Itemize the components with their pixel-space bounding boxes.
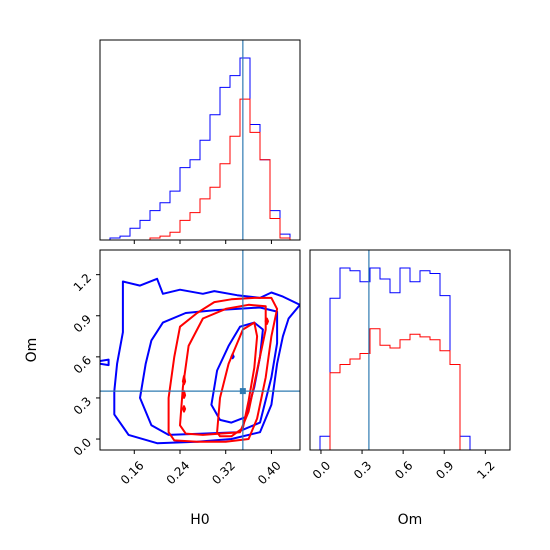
contour-red-3 (181, 375, 187, 386)
contour-red-6 (264, 317, 269, 325)
om-ytick-label: 0.6 (71, 353, 94, 376)
contour-group (100, 277, 300, 445)
panel-h0-histogram (99, 39, 301, 244)
om-tick-label: 1.2 (474, 458, 497, 481)
h0-histogram-series-red (100, 98, 300, 241)
om-ytick-label: 1.2 (71, 271, 94, 294)
panel-om-histogram: 0.0 0.3 0.6 0.9 1.2 (309, 249, 511, 482)
h0-tick-label: 0.40 (255, 458, 284, 487)
truth-marker (239, 388, 246, 395)
contour-blue-0 (100, 358, 110, 367)
contour-red-4 (181, 390, 187, 399)
om-histogram-series-red (310, 328, 510, 451)
om-tick-label: 0.0 (310, 458, 333, 481)
om-tick-label: 0.9 (433, 458, 456, 481)
om-tick-label: 0.6 (392, 458, 415, 481)
panel-h0-om-contours: 0.16 0.24 0.32 0.40 0.0 0.3 0.6 0.9 1.2 (71, 249, 301, 487)
om-histogram-series-blue (310, 267, 510, 451)
panel-h0-om-frame (99, 249, 301, 451)
h0-tick-label: 0.32 (209, 458, 238, 487)
contour-blue-1 (113, 277, 300, 445)
x-axis-label-om: Om (398, 512, 423, 528)
om-ytick-label: 0.0 (71, 435, 94, 458)
panel-om-frame (309, 249, 511, 451)
y-axis-label-om: Om (24, 338, 40, 363)
om-tick-label: 0.3 (351, 458, 374, 481)
h0-tick-label: 0.24 (164, 458, 193, 487)
contour-red-0 (167, 296, 279, 443)
om-ytick-label: 0.3 (71, 394, 94, 417)
h0-tick-label: 0.16 (118, 458, 147, 487)
contour-blue-3 (210, 321, 264, 424)
contour-red-1 (179, 303, 267, 436)
contour-red-2 (216, 321, 259, 438)
contour-red-5 (181, 405, 187, 413)
om-ytick-label: 0.9 (71, 312, 94, 335)
panel-h0-frame (99, 39, 301, 241)
x-axis-label-h0: H0 (190, 512, 209, 528)
